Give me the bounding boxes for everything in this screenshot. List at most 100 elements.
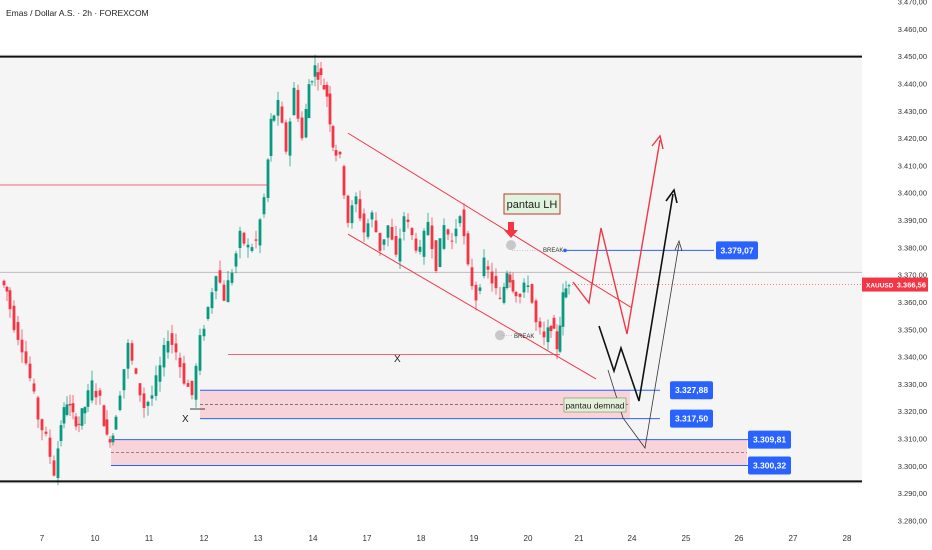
candle <box>62 402 66 429</box>
candle <box>292 81 296 116</box>
chart-title: Emas / Dollar A.S. · 2h · FOREXCOM <box>6 8 149 18</box>
candle <box>238 226 242 259</box>
candle <box>284 119 288 155</box>
candle-body <box>567 285 571 287</box>
candle-body <box>182 363 186 384</box>
candle <box>218 260 222 284</box>
candle <box>254 230 258 249</box>
candle-body <box>242 232 246 244</box>
candle-body <box>316 72 320 80</box>
candle <box>16 315 20 346</box>
x-mark-1: X <box>394 354 401 365</box>
break-point-upper <box>506 240 516 251</box>
lh-arrow <box>504 222 518 238</box>
candle-body <box>505 273 509 288</box>
candle <box>12 300 16 333</box>
candle-body <box>490 271 494 284</box>
candle <box>222 280 226 302</box>
candle <box>346 194 350 228</box>
price-tick-label: 3.380,00 <box>898 243 927 252</box>
projection-black-path <box>598 193 674 402</box>
price-axis[interactable] <box>862 0 932 550</box>
candle-body <box>280 106 284 123</box>
candle <box>546 319 550 350</box>
candle <box>242 231 246 246</box>
candle-body <box>71 403 75 413</box>
candle-body <box>486 266 490 270</box>
candle-body <box>108 439 112 443</box>
candle-body <box>558 325 562 352</box>
candle-body <box>2 280 6 286</box>
candle-body <box>552 317 556 329</box>
candle-body <box>272 115 276 121</box>
symbol-label: XAUUSD <box>866 282 894 289</box>
candle <box>272 114 276 123</box>
candle-body <box>118 395 122 411</box>
candle-body <box>16 321 20 340</box>
candle-body <box>276 100 280 116</box>
candle-body <box>292 87 296 116</box>
projection-black-arrowhead <box>665 188 678 204</box>
candle-body <box>414 238 418 251</box>
candle-body <box>122 369 126 391</box>
candle <box>382 239 386 251</box>
candle <box>166 330 170 359</box>
date-tick-label: 12 <box>200 534 209 543</box>
candle <box>118 391 122 412</box>
candle-body <box>230 272 234 283</box>
candle-body <box>398 238 402 262</box>
candle <box>549 324 553 339</box>
candle <box>322 78 326 90</box>
candle <box>450 232 454 250</box>
level-price-label: 3.379,07 <box>716 241 758 260</box>
candle <box>316 62 320 91</box>
candle-body <box>386 225 390 238</box>
candle-body <box>102 405 106 427</box>
candle-body <box>130 343 134 361</box>
candle-body <box>434 240 438 271</box>
level-price-label: 3.300,32 <box>748 456 791 475</box>
channel-upper <box>347 132 633 309</box>
candle-body <box>269 118 273 156</box>
level-price-label: 3.317,50 <box>670 409 713 428</box>
price-tick-label: 3.290,00 <box>898 489 927 498</box>
candle-body <box>206 307 210 319</box>
candle-body <box>454 228 458 237</box>
candle <box>561 283 565 336</box>
candle-body <box>94 390 98 398</box>
candle <box>40 418 44 441</box>
candle-body <box>549 325 553 332</box>
candle-body <box>266 159 270 198</box>
candle <box>438 238 442 268</box>
candle <box>276 91 280 126</box>
candle <box>234 250 238 274</box>
candle-body <box>511 280 515 292</box>
candle-body <box>422 230 426 257</box>
date-tick-label: 24 <box>628 534 637 543</box>
candle-body <box>214 276 218 292</box>
candle <box>158 356 162 392</box>
candle-body <box>498 297 502 299</box>
candle <box>530 283 534 305</box>
candle-body <box>313 65 317 77</box>
price-tick-label: 3.440,00 <box>898 79 927 88</box>
candle <box>162 338 166 377</box>
candle-body <box>325 84 329 97</box>
candle <box>394 225 398 258</box>
candle <box>542 321 546 346</box>
break-label-upper: BREAK <box>543 248 563 254</box>
pantau-lh-label: pantau LH <box>507 199 558 211</box>
candle <box>44 426 48 437</box>
candle-body <box>234 253 238 267</box>
candle-body <box>12 305 16 331</box>
candle <box>470 258 474 290</box>
candle-body <box>162 344 166 368</box>
candle-body <box>518 293 522 297</box>
candle-body <box>246 244 250 248</box>
candle <box>266 158 270 203</box>
pantau-demand-box <box>563 397 627 413</box>
candle <box>288 117 292 167</box>
projection-red-arrowhead <box>651 134 664 150</box>
candle <box>74 412 78 431</box>
